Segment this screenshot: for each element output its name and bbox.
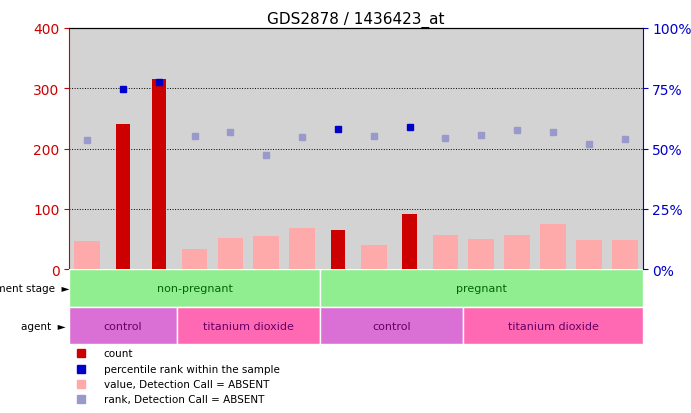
FancyBboxPatch shape xyxy=(464,307,643,344)
Bar xyxy=(218,238,243,269)
Bar xyxy=(576,241,602,269)
Bar xyxy=(331,230,345,269)
Text: pregnant: pregnant xyxy=(456,283,507,293)
Bar xyxy=(361,245,387,269)
Text: percentile rank within the sample: percentile rank within the sample xyxy=(104,364,279,374)
Text: non-pregnant: non-pregnant xyxy=(157,283,232,293)
Text: control: control xyxy=(372,321,411,331)
Text: development stage  ►: development stage ► xyxy=(0,283,69,293)
Bar xyxy=(290,228,315,269)
Bar xyxy=(74,242,100,269)
Bar xyxy=(151,80,166,269)
Bar xyxy=(254,236,279,269)
FancyBboxPatch shape xyxy=(320,307,464,344)
Text: control: control xyxy=(104,321,142,331)
FancyBboxPatch shape xyxy=(69,269,320,307)
Bar xyxy=(182,249,207,269)
Text: agent  ►: agent ► xyxy=(21,321,66,331)
Bar xyxy=(504,235,530,269)
Text: rank, Detection Call = ABSENT: rank, Detection Call = ABSENT xyxy=(104,394,264,404)
Title: GDS2878 / 1436423_at: GDS2878 / 1436423_at xyxy=(267,12,444,28)
Text: value, Detection Call = ABSENT: value, Detection Call = ABSENT xyxy=(104,379,269,389)
Text: count: count xyxy=(104,349,133,358)
Bar xyxy=(402,215,417,269)
Bar xyxy=(540,224,566,269)
Bar xyxy=(612,241,638,269)
Bar xyxy=(468,240,494,269)
Bar xyxy=(115,125,130,269)
Text: titanium dioxide: titanium dioxide xyxy=(203,321,294,331)
Bar xyxy=(433,235,458,269)
FancyBboxPatch shape xyxy=(320,269,643,307)
Text: titanium dioxide: titanium dioxide xyxy=(508,321,598,331)
FancyBboxPatch shape xyxy=(177,307,320,344)
FancyBboxPatch shape xyxy=(69,307,177,344)
